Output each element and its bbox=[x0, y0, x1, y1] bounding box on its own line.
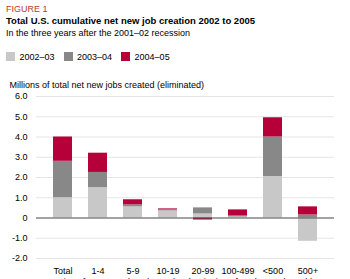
svg-text:3.0: 3.0 bbox=[15, 152, 28, 162]
svg-text:6.0: 6.0 bbox=[15, 91, 28, 101]
svg-text:Millions of total net new jobs: Millions of total net new jobs created (… bbox=[10, 79, 205, 89]
svg-text:5.0: 5.0 bbox=[15, 111, 28, 121]
svg-text:5-9: 5-9 bbox=[126, 265, 139, 275]
html-text:Total U.S. cumulative net new: Total U.S. cumulative net new job creati… bbox=[6, 15, 255, 26]
html-text:In the three years after the 2: In the three years after the 2001–02 rec… bbox=[6, 28, 191, 38]
svg-text:<500: <500 bbox=[263, 265, 283, 275]
svg-text:20-99: 20-99 bbox=[191, 265, 214, 275]
svg-text:Total: Total bbox=[53, 265, 72, 275]
svg-text:100-499: 100-499 bbox=[221, 265, 254, 275]
html-text:FIGURE 1: FIGURE 1 bbox=[6, 4, 48, 14]
svg-text:-1.0: -1.0 bbox=[12, 233, 28, 243]
svg-text:-2.0: -2.0 bbox=[12, 253, 28, 263]
svg-text:10-19: 10-19 bbox=[156, 265, 179, 275]
svg-text:0: 0 bbox=[22, 212, 27, 222]
svg-text:1-4: 1-4 bbox=[91, 265, 104, 275]
svg-text:Size of company (employees) at: Size of company (employees) at beginning… bbox=[58, 276, 314, 279]
svg-text:2.0: 2.0 bbox=[15, 172, 28, 182]
svg-text:1.0: 1.0 bbox=[15, 192, 28, 202]
svg-text:500+: 500+ bbox=[298, 265, 318, 275]
html-text:2002–03: 2002–03 bbox=[19, 51, 55, 62]
html-text:2004–05: 2004–05 bbox=[134, 51, 170, 62]
svg-text:4.0: 4.0 bbox=[15, 131, 28, 141]
html-text:2003–04: 2003–04 bbox=[77, 51, 113, 62]
